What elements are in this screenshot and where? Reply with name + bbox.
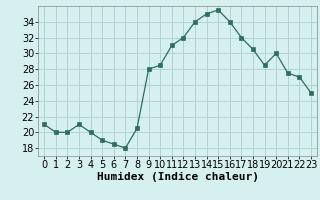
X-axis label: Humidex (Indice chaleur): Humidex (Indice chaleur) — [97, 172, 259, 182]
